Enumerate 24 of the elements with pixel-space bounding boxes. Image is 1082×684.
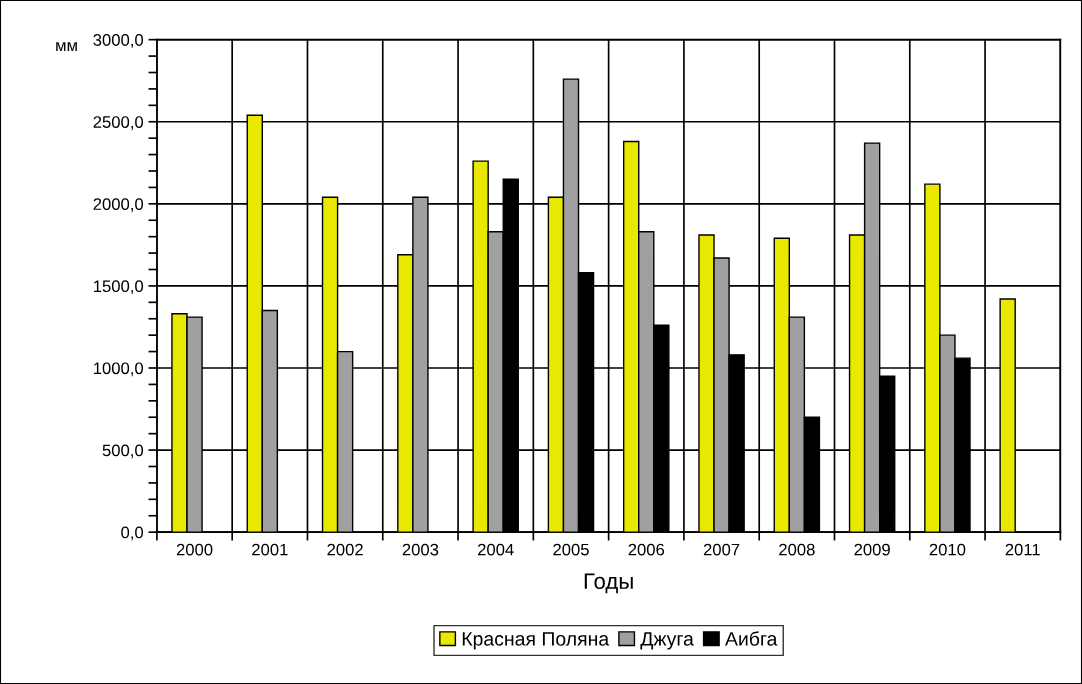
x-axis-title: Годы <box>584 573 633 594</box>
x-tick-label: 2009 <box>854 543 890 556</box>
y-tick-label: 500,0 <box>102 444 144 459</box>
x-tick-label: 2007 <box>703 543 740 556</box>
legend-label: Красная Поляна <box>462 632 610 650</box>
x-tick-label: 2011 <box>1005 543 1040 556</box>
x-tick-label: 2004 <box>477 543 514 556</box>
legend-label: Аибга <box>725 631 778 646</box>
y-tick-label: 3000,0 <box>93 34 144 48</box>
x-tick-label: 2006 <box>628 543 665 556</box>
x-tick-label: 2002 <box>327 543 363 556</box>
legend-label: Джуга <box>640 632 694 650</box>
x-tick-label: 2008 <box>779 543 815 556</box>
x-tick-label: 2010 <box>929 543 966 556</box>
y-tick-label: 1500,0 <box>94 280 144 295</box>
x-tick-label: 2000 <box>176 543 213 556</box>
y-axis-title: мм <box>56 42 77 51</box>
x-tick-label: 2005 <box>553 543 589 556</box>
y-tick-label: 0,0 <box>121 526 144 541</box>
x-tick-label: 2001 <box>252 543 288 556</box>
x-tick-label: 2003 <box>402 543 439 556</box>
y-tick-label: 1000,0 <box>94 362 144 377</box>
y-tick-label: 2500,0 <box>93 116 144 130</box>
y-tick-label: 2000,0 <box>93 198 144 212</box>
